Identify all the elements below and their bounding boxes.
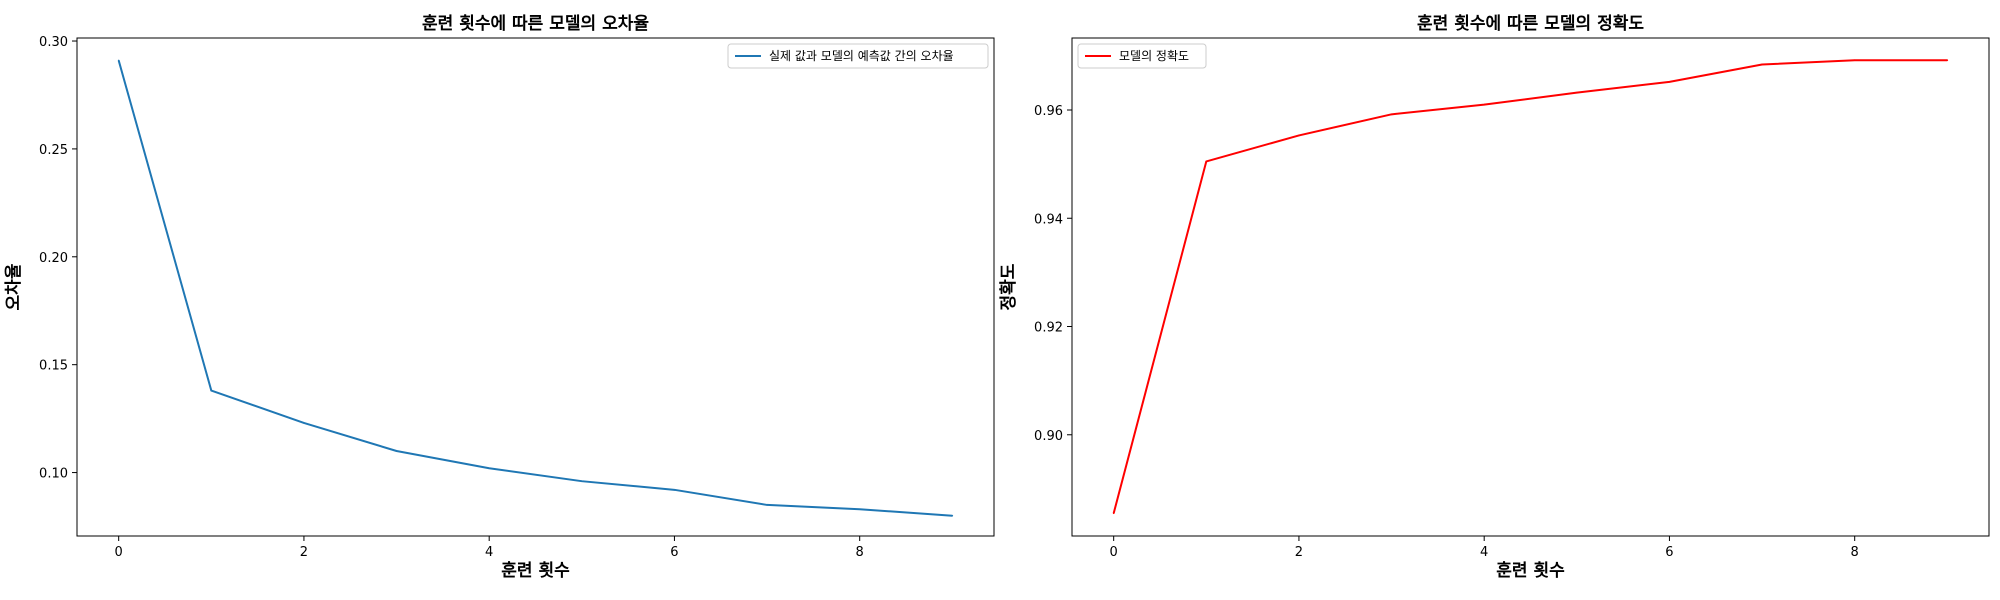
legend: 실제 값과 모델의 예측값 간의 오차율 — [727, 43, 989, 69]
y-tick-label: 0.94 — [1034, 212, 1063, 227]
y-tick-label: 0.25 — [39, 143, 68, 158]
y-axis-label: 오차율 — [4, 263, 24, 310]
plot-frame — [1071, 37, 1990, 537]
x-tick-label: 0 — [1110, 545, 1118, 560]
data-point — [488, 467, 490, 470]
data-point — [1946, 59, 1949, 61]
plot-frame — [76, 37, 995, 537]
series-line — [1112, 59, 1948, 514]
data-point — [1483, 103, 1485, 106]
x-tick-label: 8 — [856, 545, 864, 560]
x-tick-label: 6 — [1665, 545, 1673, 560]
legend-box — [1077, 43, 1207, 69]
x-tick-label: 2 — [300, 545, 308, 560]
x-axis-label: 훈련 횟수 — [501, 560, 570, 581]
y-tick-label: 0.20 — [39, 251, 68, 266]
legend: 모델의 정확도 — [1077, 43, 1207, 69]
x-axis-label: 훈련 횟수 — [1496, 560, 1565, 581]
data-point — [1298, 134, 1300, 137]
chart-title: 훈련 횟수에 따른 모델의 오차율 — [422, 13, 649, 34]
x-tick-label: 4 — [1480, 545, 1488, 560]
data-point — [1853, 59, 1856, 61]
data-point — [1761, 63, 1763, 66]
legend-label: 모델의 정확도 — [1119, 49, 1189, 63]
legend-box — [727, 43, 989, 69]
y-tick-label: 0.92 — [1034, 321, 1063, 336]
chart-title: 훈련 횟수에 따른 모델의 정확도 — [1417, 13, 1644, 34]
data-point — [117, 59, 120, 62]
data-point — [766, 504, 768, 506]
x-tick-label: 8 — [1851, 545, 1859, 560]
legend-label: 실제 값과 모델의 예측값 간의 오차율 — [769, 49, 954, 63]
y-axis-label: 정확도 — [999, 263, 1019, 310]
data-point — [1668, 81, 1671, 83]
y-tick-label: 0.96 — [1034, 104, 1063, 119]
y-tick-label: 0.30 — [39, 35, 68, 50]
data-point — [210, 389, 213, 392]
data-point — [1390, 113, 1393, 116]
data-point — [581, 480, 583, 482]
series-line — [117, 60, 953, 517]
y-tick-label: 0.10 — [39, 467, 68, 482]
data-point — [395, 450, 398, 452]
x-tick-label: 6 — [670, 545, 678, 560]
x-tick-label: 0 — [115, 545, 123, 560]
x-tick-label: 2 — [1295, 545, 1303, 560]
data-point — [1576, 91, 1578, 94]
data-point — [1205, 160, 1208, 163]
data-point — [303, 422, 305, 424]
data-point — [1112, 512, 1115, 515]
data-point — [858, 508, 861, 511]
y-tick-label: 0.90 — [1034, 429, 1063, 444]
x-tick-label: 4 — [485, 545, 493, 560]
data-point — [673, 489, 676, 491]
data-point — [951, 514, 954, 517]
y-tick-label: 0.15 — [39, 359, 68, 374]
